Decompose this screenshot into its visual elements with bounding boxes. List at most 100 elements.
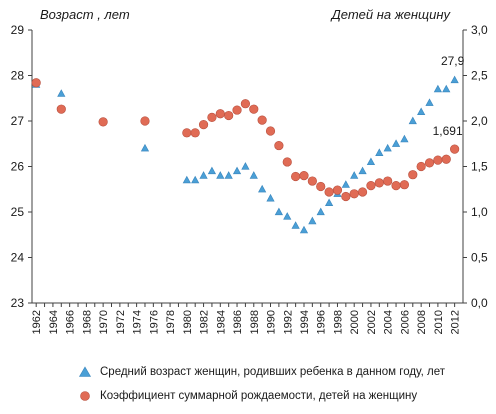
y-left-tick-label: 24 — [11, 251, 25, 265]
fertility-point — [357, 187, 368, 197]
x-tick-label: 1972 — [115, 310, 127, 334]
fertility-point — [282, 157, 292, 167]
fertility-point — [56, 104, 66, 114]
age-point — [316, 207, 325, 216]
age-point — [207, 166, 217, 175]
age-point — [182, 175, 191, 184]
age-point — [224, 171, 233, 179]
x-tick-label: 1984 — [215, 310, 227, 334]
age-point — [232, 166, 242, 175]
y-left-tick-label: 28 — [11, 69, 25, 83]
annotation-age-last: 27,9 — [441, 54, 465, 68]
age-point — [417, 107, 426, 115]
age-point — [400, 134, 409, 143]
x-tick-label: 2012 — [450, 310, 462, 334]
legend-label-fertility: Коэффициент суммарной рождаемости, детей… — [100, 390, 418, 402]
age-point — [350, 171, 359, 179]
legend-label-age: Средний возраст женщин, родивших ребенка… — [100, 366, 446, 378]
y-right-tick-label: 0,5 — [471, 251, 488, 265]
fertility-point — [299, 171, 309, 181]
x-tick-label: 1982 — [199, 310, 211, 334]
age-point — [433, 84, 442, 93]
fertility-point — [408, 170, 418, 180]
x-tick-label: 2004 — [383, 310, 395, 334]
fertility-point — [433, 155, 443, 165]
age-point — [375, 148, 384, 156]
age-point — [249, 171, 258, 179]
triangle-marker-icon — [78, 366, 92, 377]
age-point — [391, 139, 401, 147]
fertility-point — [391, 181, 401, 191]
age-point — [140, 143, 150, 152]
x-tick-label: 1976 — [148, 310, 160, 334]
fertility-point — [198, 120, 209, 130]
fertility-point — [366, 181, 376, 191]
fertility-point — [307, 176, 317, 186]
y-left-tick-label: 25 — [11, 205, 25, 219]
legend-item-fertility: Коэффициент суммарной рождаемости, детей… — [78, 389, 417, 403]
fertility-point — [207, 112, 217, 122]
y-axis-left-title: Возраст , лет — [40, 7, 130, 22]
x-tick-label: 2006 — [399, 310, 411, 334]
fertility-point — [140, 116, 150, 126]
x-tick-label: 1968 — [81, 310, 93, 334]
x-tick-label: 1998 — [332, 310, 344, 334]
age-point — [283, 212, 292, 220]
age-point — [291, 221, 300, 229]
age-point — [199, 171, 208, 179]
fertility-point — [232, 105, 242, 115]
fertility-point — [416, 161, 426, 172]
x-tick-label: 2008 — [416, 310, 428, 334]
x-tick-label: 1980 — [182, 310, 194, 334]
y-right-tick-label: 2,5 — [471, 69, 488, 83]
fertility-point — [441, 154, 451, 164]
fertility-point — [265, 126, 276, 136]
y-right-tick-label: 0,0 — [471, 296, 488, 310]
x-tick-label: 1994 — [299, 310, 311, 334]
fertility-point — [450, 144, 460, 154]
fertility-point — [182, 128, 192, 138]
age-point — [408, 116, 417, 125]
x-tick-label: 1962 — [31, 310, 43, 334]
fertility-point — [31, 78, 41, 88]
x-tick-label: 1992 — [282, 310, 294, 334]
fertility-point — [316, 181, 326, 192]
x-tick-label: 1970 — [98, 310, 110, 334]
x-tick-label: 1964 — [48, 310, 60, 334]
age-point — [308, 216, 317, 225]
fertility-point — [383, 176, 393, 186]
age-point — [274, 207, 283, 216]
fertility-point — [190, 128, 200, 138]
fertility-point — [341, 191, 351, 202]
fertility-point — [374, 178, 384, 188]
age-point — [266, 193, 275, 202]
age-point — [366, 157, 376, 166]
y-left-tick-label: 26 — [11, 160, 25, 174]
fertility-point — [98, 117, 108, 127]
fertility-point — [249, 104, 259, 114]
y-axis-right-title: Детей на женщину — [331, 7, 450, 22]
x-tick-label: 1990 — [266, 310, 278, 334]
fertility-point — [324, 187, 334, 197]
fertility-point — [332, 185, 343, 195]
x-tick-label: 1988 — [249, 310, 261, 334]
age-point — [341, 180, 350, 188]
age-point — [442, 84, 451, 93]
age-point — [258, 184, 267, 193]
age-point — [324, 198, 334, 206]
y-left-tick-label: 23 — [11, 296, 25, 310]
x-tick-label: 1986 — [232, 310, 244, 334]
legend-item-age: Средний возраст женщин, родивших ребенка… — [78, 365, 445, 379]
fertility-point — [224, 110, 234, 121]
y-right-tick-label: 1,0 — [471, 205, 488, 219]
age-point — [383, 143, 392, 152]
x-tick-label: 1996 — [316, 310, 328, 334]
x-tick-label: 2002 — [366, 310, 378, 334]
fertility-point — [399, 180, 410, 190]
fertility-point — [240, 99, 251, 109]
x-tick-label: 2000 — [349, 310, 361, 334]
fertility-point — [291, 171, 301, 182]
fertility-point — [349, 189, 359, 199]
annotation-fertility-last: 1,691 — [433, 124, 463, 138]
